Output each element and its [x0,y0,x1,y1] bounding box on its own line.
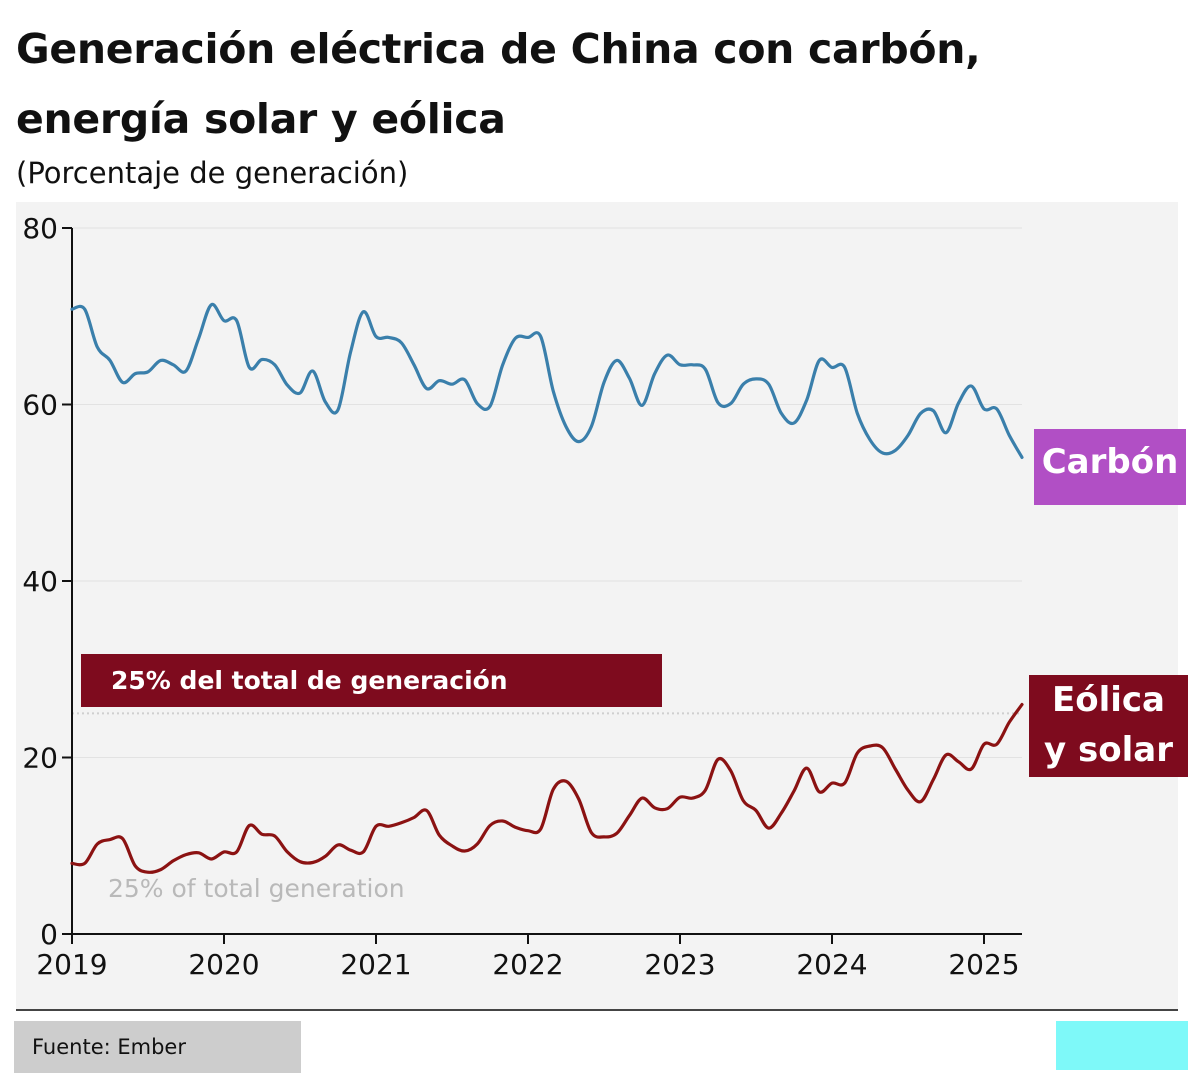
x-tick-label-2019: 2019 [36,948,107,981]
line-chart: 0 20 40 60 80 2019 2020 2021 2022 2023 2024 2025 [22,212,1024,981]
series-label-wind-solar: Eólica y solar [1029,675,1188,777]
y-tick-label-60: 60 [22,389,58,422]
x-tick-label-2025: 2025 [948,948,1019,981]
x-tick-label-2021: 2021 [340,948,411,981]
source-note: Fuente: Ember [14,1021,301,1073]
x-tick-label-2022: 2022 [492,948,563,981]
chart-subtitle: (Porcentaje de generación) [16,156,409,190]
y-tick-label-20: 20 [22,742,58,775]
series-line-wind-solar [70,702,1024,874]
decorative-box [1056,1021,1188,1070]
x-tick-label-2023: 2023 [644,948,715,981]
series-label-wind-solar-line2: y solar [1044,730,1173,770]
y-tick-label-0: 0 [40,918,58,951]
x-tick-label-2020: 2020 [188,948,259,981]
y-tick-label-40: 40 [22,565,58,598]
y-tick-label-80: 80 [22,212,58,245]
bottom-divider [16,1009,1178,1011]
chart-title: Generación eléctrica de China con carbón… [16,25,981,143]
reference-line-label: 25% del total de generación [81,654,662,707]
x-tick-label-2024: 2024 [796,948,867,981]
series-label-wind-solar-line1: Eólica [1052,680,1165,720]
reference-line-ghost-label: 25% of total generation [108,874,405,903]
chart-panel: 0 20 40 60 80 2019 2020 2021 2022 2023 2024 2025 25… [16,202,1178,1010]
series-line-carbon [70,302,1024,459]
series-label-carbon: Carbón [1034,429,1186,505]
